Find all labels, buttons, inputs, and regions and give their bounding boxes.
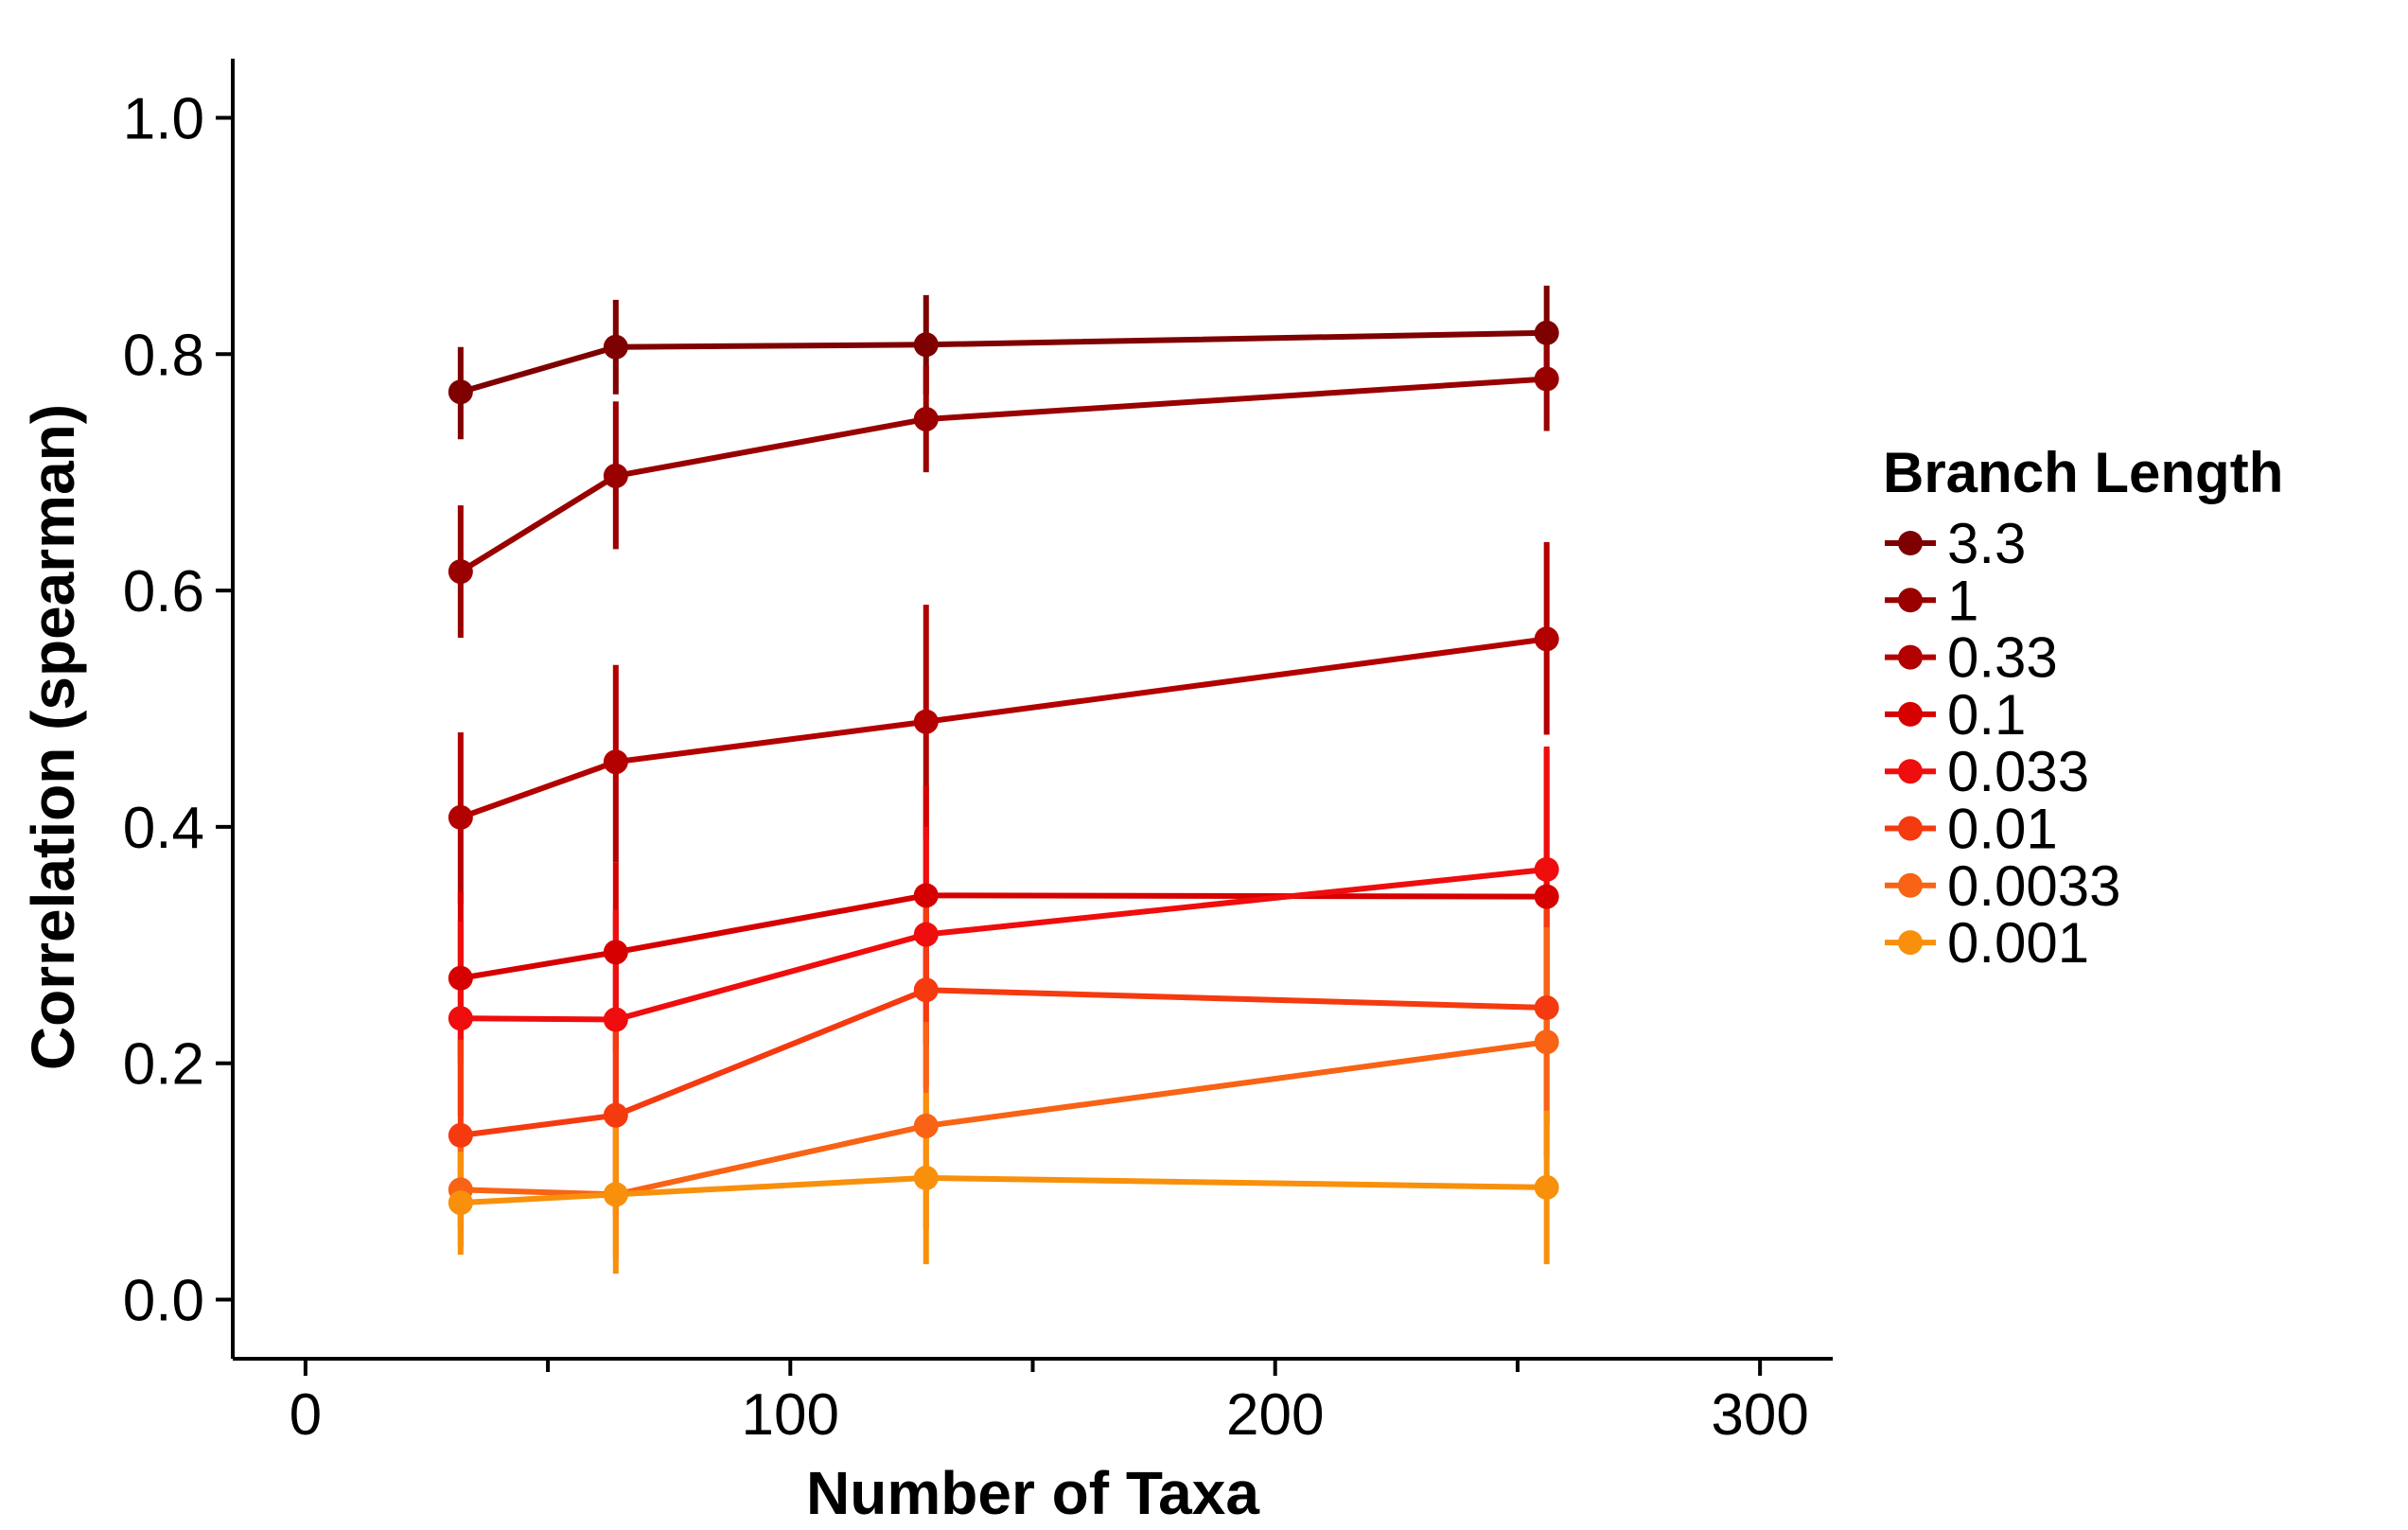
data-point: [1534, 884, 1559, 909]
data-point: [1534, 856, 1559, 882]
legend-label: 0.01: [1947, 798, 2058, 861]
data-point: [448, 804, 473, 830]
data-point: [603, 749, 628, 775]
y-tick-label: 0.6: [123, 559, 204, 624]
data-point: [1534, 995, 1559, 1021]
series-line: [460, 1039, 1548, 1198]
data-point: [1534, 1029, 1559, 1055]
x-tick-label: 200: [1226, 1382, 1324, 1448]
legend-label: 0.033: [1947, 740, 2089, 803]
legend-key-point: [1898, 759, 1923, 784]
series-line: [460, 987, 1547, 1138]
data-point: [603, 1007, 628, 1032]
data-point: [448, 379, 473, 405]
x-tick-label: 0: [290, 1382, 322, 1448]
data-point: [913, 1165, 939, 1190]
axes: 0.0 0.2 0.4 0.6 0.8 1.0 0 100 200 300: [123, 59, 1833, 1448]
legend-label: 0.001: [1947, 911, 2089, 975]
y-tick-label: 0.0: [123, 1269, 204, 1334]
data-point: [603, 334, 628, 360]
legend-label: 1: [1947, 569, 1978, 632]
y-axis-title: Correlation (spearman): [19, 404, 87, 1070]
legend-label: 0.33: [1947, 626, 2058, 690]
legend-label: 0.1: [1947, 683, 2026, 747]
legend-key-point: [1898, 531, 1923, 555]
series-line: [459, 376, 1547, 574]
legend-key-point: [1898, 644, 1923, 670]
data-points: [448, 320, 1559, 1216]
data-point: [448, 1190, 473, 1216]
data-point: [603, 1102, 628, 1128]
data-point: [448, 1122, 473, 1148]
x-tick-label: 100: [742, 1382, 839, 1448]
legend-label: 3.3: [1947, 512, 2026, 575]
data-point: [913, 922, 939, 947]
series-line: [460, 1174, 1547, 1206]
data-point: [1534, 1174, 1559, 1200]
series-line: [460, 329, 1547, 396]
series-lines: [459, 329, 1548, 1206]
data-point: [1534, 626, 1559, 652]
series-line: [460, 892, 1547, 981]
data-point: [448, 965, 473, 991]
data-point: [913, 1113, 939, 1138]
series-line: [460, 866, 1547, 1023]
data-point: [913, 406, 939, 431]
data-point: [448, 1006, 473, 1031]
data-point: [913, 709, 939, 734]
legend-title: Branch Length: [1883, 441, 2283, 504]
legend-label: 0.0033: [1947, 854, 2121, 918]
data-point: [1534, 320, 1559, 345]
error-bars: [457, 285, 1550, 1275]
y-tick-label: 0.2: [123, 1032, 204, 1098]
series-line: [459, 636, 1548, 820]
legend-key-point: [1898, 701, 1923, 727]
data-point: [913, 883, 939, 908]
legend-key-point: [1898, 816, 1923, 841]
data-point: [603, 940, 628, 965]
data-point: [603, 1182, 628, 1207]
legend-key-point: [1898, 930, 1923, 956]
x-axis-title: Number of Taxa: [806, 1459, 1259, 1525]
y-tick-label: 0.8: [123, 323, 204, 388]
data-point: [448, 559, 473, 585]
y-tick-label: 1.0: [123, 86, 204, 151]
y-tick-label: 0.4: [123, 796, 204, 861]
legend-key-point: [1898, 588, 1923, 613]
data-point: [913, 977, 939, 1003]
legend-key-point: [1898, 872, 1923, 898]
data-point: [1534, 366, 1559, 392]
data-point: [913, 332, 939, 358]
data-point: [603, 463, 628, 488]
x-tick-label: 300: [1711, 1382, 1808, 1448]
